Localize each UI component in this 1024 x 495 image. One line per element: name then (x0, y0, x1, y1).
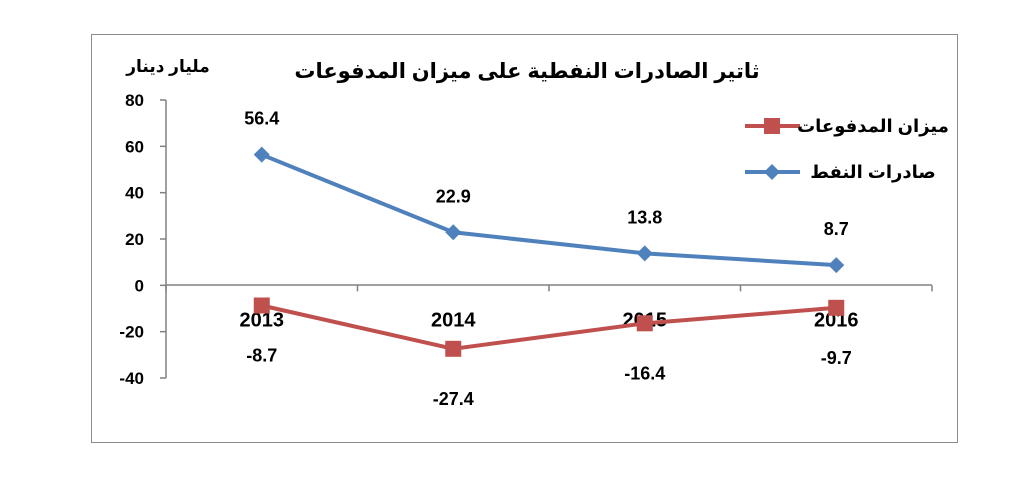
y-tick-label: -40 (119, 369, 144, 388)
legend-item: ميزان المدفوعات (745, 116, 949, 137)
data-point (636, 315, 653, 332)
data-label: -16.4 (624, 363, 665, 383)
y-tick-label: 0 (135, 276, 144, 295)
data-point (828, 299, 845, 316)
data-point (445, 340, 462, 357)
data-label: 22.9 (436, 186, 471, 206)
data-point (253, 146, 270, 163)
y-tick-label: 40 (125, 184, 144, 203)
y-tick-label: -20 (119, 323, 144, 342)
x-axis-ticks: 2013201420152016 (165, 285, 933, 331)
data-label: -8.7 (246, 345, 277, 365)
series-line (260, 152, 837, 268)
chart-frame (91, 34, 958, 443)
series-1: 56.4 22.9 13.8 8.7 (244, 109, 849, 274)
legend-marker (764, 164, 780, 180)
data-label: 13.8 (627, 207, 662, 227)
series-0: -8.7 -27.4 -16.4 -9.7 (246, 297, 852, 409)
x-tick-label: 2016 (814, 309, 859, 331)
legend-item: صادرات النفط (745, 162, 936, 182)
data-point (253, 297, 270, 314)
y-axis-ticks: 80 60 40 20 0 -20 -40 (119, 91, 166, 388)
data-point (445, 224, 462, 241)
data-label: 56.4 (244, 109, 279, 129)
data-label: 8.7 (824, 219, 849, 239)
data-label: -27.4 (433, 389, 474, 409)
y-tick-label: 20 (125, 230, 144, 249)
chart-title: ثاتير الصادرات النفطية على ميزان المدفوع… (294, 60, 759, 83)
series-line (261, 303, 837, 351)
x-tick-label: 2013 (240, 309, 285, 331)
legend-label: ميزان المدفوعات (797, 116, 949, 137)
y-axis-unit-label: مليار دينار (125, 57, 210, 76)
data-point (828, 257, 845, 274)
legend-marker (764, 118, 780, 134)
y-tick-label: 60 (125, 137, 144, 156)
data-label: -9.7 (821, 348, 852, 368)
x-tick-label: 2014 (431, 309, 476, 331)
series-layer: -8.7 -27.4 -16.4 -9.7 56.4 22.9 13.8 8.7 (244, 109, 852, 409)
data-point (636, 245, 653, 262)
legend-label: صادرات النفط (810, 162, 936, 182)
legend: ميزان المدفوعات صادرات النفط (745, 116, 949, 182)
y-tick-label: 80 (125, 91, 144, 110)
